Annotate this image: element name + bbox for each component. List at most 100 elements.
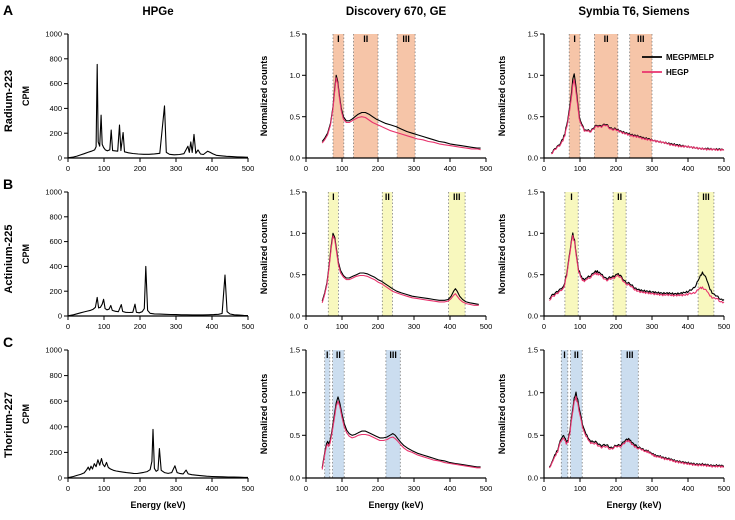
plot-thorium227-hpge: 0 200 400 600 800 1000 0 100 200 300 400 500 CPM Ener… xyxy=(21,346,254,510)
y-axis-title: CPM xyxy=(21,86,31,106)
series-hegp xyxy=(551,78,725,155)
y-tick-label: 800 xyxy=(49,54,62,63)
y-axis-title: Normalized counts xyxy=(259,374,269,455)
band-label: II xyxy=(336,350,341,360)
y-tick-label: 1000 xyxy=(45,30,62,39)
x-tick-label: 100 xyxy=(336,484,349,493)
band-label: I xyxy=(332,192,335,202)
x-tick-label: 500 xyxy=(718,484,731,493)
x-tick-label: 0 xyxy=(66,164,70,173)
y-tick-label: 0.0 xyxy=(290,154,300,163)
x-tick-label: 500 xyxy=(718,322,731,331)
x-axis-title: Energy (keV) xyxy=(368,500,423,510)
y-tick-label: 1.5 xyxy=(290,30,300,39)
energy-window-band xyxy=(561,350,568,478)
y-tick-label: 800 xyxy=(49,212,62,221)
x-tick-label: 200 xyxy=(610,322,623,331)
x-tick-label: 100 xyxy=(574,322,587,331)
energy-window-band xyxy=(333,34,344,158)
y-tick-label: 200 xyxy=(49,448,62,457)
energy-window-band xyxy=(698,192,714,316)
x-tick-label: 300 xyxy=(646,322,659,331)
x-tick-label: 500 xyxy=(480,484,493,493)
y-tick-label: 400 xyxy=(49,104,62,113)
x-tick-label: 500 xyxy=(242,322,255,331)
series-hegp xyxy=(549,234,725,304)
chart-thorium227-discovery: I II III 0.0 0.5 1.0 1.5 0 100 200 300 400 500 Normal… xyxy=(256,338,494,512)
band-label: III xyxy=(453,192,461,202)
y-tick-label: 1.0 xyxy=(290,71,300,80)
row-label-radium-223: Radium-223 xyxy=(3,69,15,133)
energy-window-band xyxy=(570,350,583,478)
x-tick-label: 300 xyxy=(408,164,421,173)
row-label-actinium-225: Actinium-225 xyxy=(3,224,15,294)
row-gutter-a: Radium-223 xyxy=(0,22,18,180)
series-megp-melp xyxy=(321,74,481,149)
y-tick-label: 0 xyxy=(58,312,62,321)
x-tick-label: 300 xyxy=(408,322,421,331)
x-tick-label: 100 xyxy=(336,164,349,173)
y-tick-label: 0.5 xyxy=(528,112,538,121)
x-tick-label: 0 xyxy=(304,164,308,173)
chart-radium223-symbia: I II III 0.0 0.5 1.0 1.5 0 100 200 300 400 500 Normal… xyxy=(494,22,732,180)
row-gutter-b: B Actinium-225 xyxy=(0,176,18,338)
series-hpge xyxy=(67,265,249,317)
y-axis-title: Normalized counts xyxy=(259,56,269,137)
series-hegp xyxy=(321,400,481,470)
header-spacer: A xyxy=(0,2,18,22)
x-tick-label: 0 xyxy=(542,164,546,173)
y-tick-label: 0.0 xyxy=(528,154,538,163)
row-label-thorium-227: Thorium-227 xyxy=(3,391,15,459)
x-tick-label: 100 xyxy=(98,484,111,493)
panel-letter-b: B xyxy=(3,176,14,192)
y-axis-title: Normalized counts xyxy=(497,374,507,455)
x-tick-label: 400 xyxy=(682,164,695,173)
y-tick-label: 1.5 xyxy=(290,346,300,355)
energy-window-band xyxy=(353,34,378,158)
y-tick-label: 200 xyxy=(49,129,62,138)
x-tick-label: 200 xyxy=(372,164,385,173)
y-tick-label: 1.5 xyxy=(528,346,538,355)
legend-label: MEGP/MELP xyxy=(666,53,715,62)
y-tick-label: 0 xyxy=(58,154,62,163)
y-tick-label: 1.0 xyxy=(528,229,538,238)
y-tick-label: 400 xyxy=(49,422,62,431)
energy-window-band xyxy=(594,34,618,158)
x-tick-label: 400 xyxy=(444,484,457,493)
band-label: I xyxy=(326,350,329,360)
chart-actinium225-symbia: I II III 0.0 0.5 1.0 1.5 0 100 200 300 400 500 Normal… xyxy=(494,180,732,338)
y-axis-title: Normalized counts xyxy=(497,56,507,137)
x-tick-label: 100 xyxy=(98,322,111,331)
band-label: II xyxy=(574,350,579,360)
x-tick-label: 500 xyxy=(480,164,493,173)
chart-actinium225-discovery: I II III 0.0 0.5 1.0 1.5 0 100 200 300 400 500 Normal… xyxy=(256,180,494,338)
x-tick-label: 0 xyxy=(304,322,308,331)
y-tick-label: 0 xyxy=(58,474,62,483)
chart-radium223-discovery: I II III 0.0 0.5 1.0 1.5 0 100 200 300 400 500 Normal… xyxy=(256,22,494,180)
x-tick-label: 200 xyxy=(610,484,623,493)
band-label: II xyxy=(617,192,622,202)
energy-window-band xyxy=(382,192,393,316)
x-tick-label: 0 xyxy=(66,322,70,331)
x-tick-label: 200 xyxy=(372,484,385,493)
energy-window-band xyxy=(569,34,580,158)
y-tick-label: 800 xyxy=(49,371,62,380)
y-tick-label: 1.5 xyxy=(290,188,300,197)
y-axis-title: CPM xyxy=(21,244,31,264)
chart-thorium227-hpge: 0 200 400 600 800 1000 0 100 200 300 400 500 CPM Ener… xyxy=(18,338,256,512)
band-label: I xyxy=(570,192,573,202)
y-tick-label: 400 xyxy=(49,262,62,271)
y-tick-label: 1000 xyxy=(45,346,62,355)
row-actinium-225: B Actinium-225 0 200 400 600 800 1000 0 100 200 3… xyxy=(0,176,735,338)
y-tick-label: 600 xyxy=(49,237,62,246)
y-tick-label: 0.5 xyxy=(290,431,300,440)
x-tick-label: 100 xyxy=(336,322,349,331)
x-tick-label: 300 xyxy=(408,484,421,493)
energy-window-band xyxy=(324,350,330,478)
row-thorium-227: C Thorium-227 0 200 400 600 800 1000 0 100 200 30… xyxy=(0,334,735,512)
x-tick-label: 200 xyxy=(134,164,147,173)
